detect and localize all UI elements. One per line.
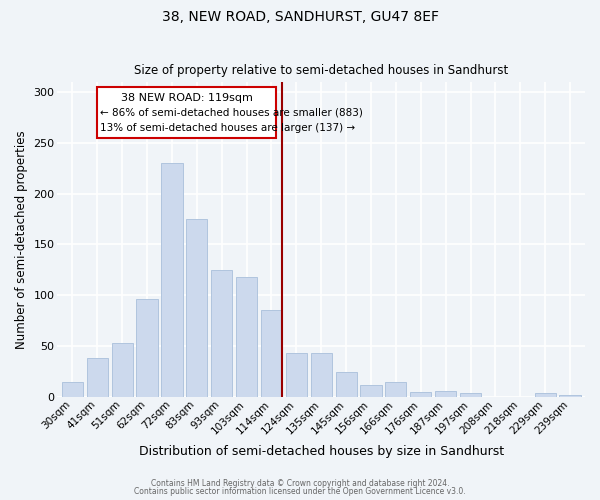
X-axis label: Distribution of semi-detached houses by size in Sandhurst: Distribution of semi-detached houses by … — [139, 444, 504, 458]
Bar — [211, 270, 232, 396]
Text: 38 NEW ROAD: 119sqm: 38 NEW ROAD: 119sqm — [121, 92, 253, 102]
Y-axis label: Number of semi-detached properties: Number of semi-detached properties — [15, 130, 28, 348]
Bar — [236, 277, 257, 396]
Bar — [460, 394, 481, 396]
Bar — [311, 353, 332, 397]
Bar — [261, 310, 282, 396]
Bar — [136, 299, 158, 396]
Text: 38, NEW ROAD, SANDHURST, GU47 8EF: 38, NEW ROAD, SANDHURST, GU47 8EF — [161, 10, 439, 24]
Bar — [86, 358, 108, 397]
Bar — [335, 372, 356, 396]
Bar — [62, 382, 83, 396]
Bar — [112, 343, 133, 396]
Bar — [186, 219, 208, 396]
Text: Contains HM Land Registry data © Crown copyright and database right 2024.: Contains HM Land Registry data © Crown c… — [151, 478, 449, 488]
Bar — [535, 394, 556, 396]
Bar — [97, 88, 277, 138]
Text: Contains public sector information licensed under the Open Government Licence v3: Contains public sector information licen… — [134, 487, 466, 496]
Bar — [410, 392, 431, 396]
Title: Size of property relative to semi-detached houses in Sandhurst: Size of property relative to semi-detach… — [134, 64, 508, 77]
Text: 13% of semi-detached houses are larger (137) →: 13% of semi-detached houses are larger (… — [100, 123, 355, 133]
Bar — [559, 394, 581, 396]
Bar — [361, 386, 382, 396]
Text: ← 86% of semi-detached houses are smaller (883): ← 86% of semi-detached houses are smalle… — [100, 108, 362, 118]
Bar — [435, 392, 456, 396]
Bar — [286, 353, 307, 397]
Bar — [161, 164, 182, 396]
Bar — [385, 382, 406, 396]
